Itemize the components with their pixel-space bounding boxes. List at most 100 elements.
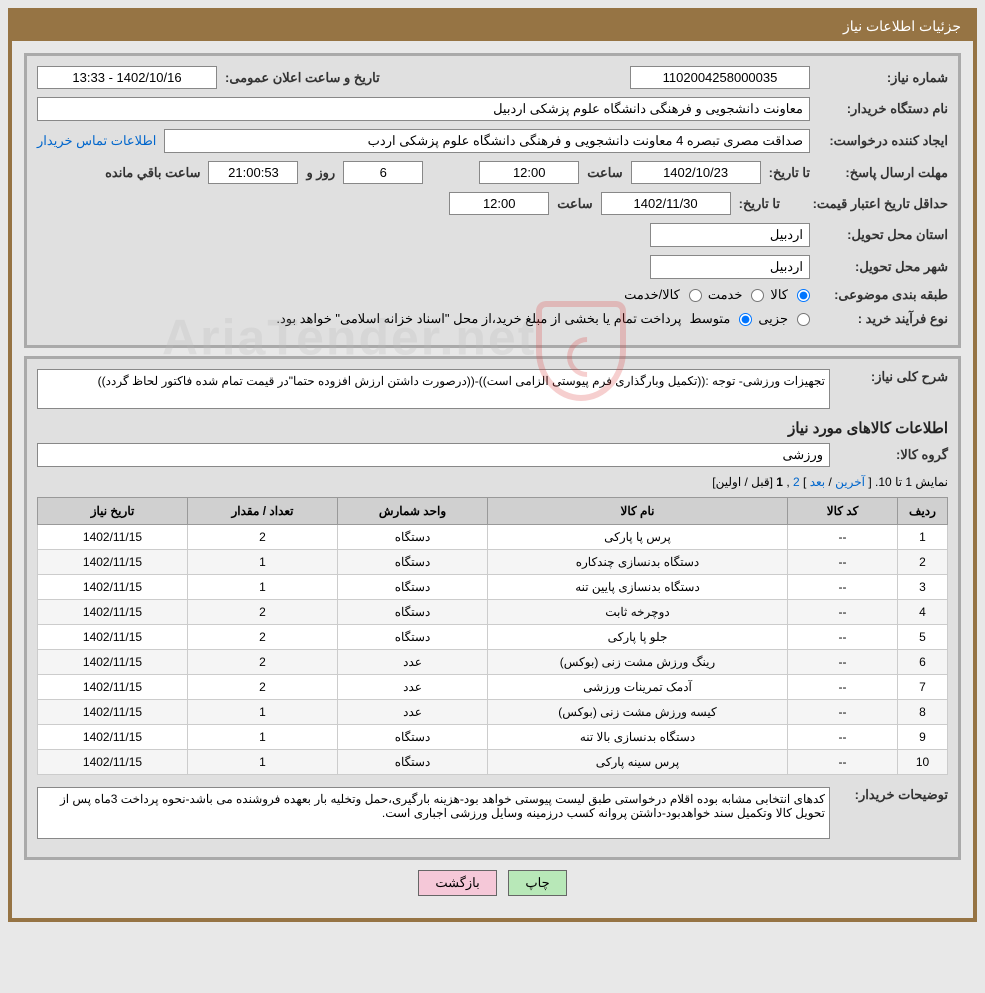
radio-service-label: خدمت — [708, 287, 743, 303]
cell-qty: 1 — [188, 575, 338, 600]
cell-code: -- — [788, 550, 898, 575]
need-no-field: 1102004258000035 — [630, 66, 810, 89]
deadline-time-field: 12:00 — [479, 161, 579, 184]
process-label: نوع فرآیند خرید : — [818, 311, 948, 327]
cell-code: -- — [788, 725, 898, 750]
radio-goods[interactable] — [797, 289, 810, 302]
cell-date: 1402/11/15 — [38, 600, 188, 625]
cell-qty: 1 — [188, 700, 338, 725]
cell-date: 1402/11/15 — [38, 750, 188, 775]
classify-label: طبقه بندی موضوعی: — [818, 287, 948, 303]
announce-field: 1402/10/16 - 13:33 — [37, 66, 217, 89]
table-row: 4--دوچرخه ثابتدستگاه21402/11/15 — [38, 600, 948, 625]
radio-medium[interactable] — [739, 313, 752, 326]
th-unit: واحد شمارش — [338, 498, 488, 525]
time-label-1: ساعت — [587, 165, 622, 181]
time-label-2: ساعت — [557, 196, 592, 212]
pager-last[interactable]: آخرین — [835, 475, 865, 489]
cell-name: پرس سینه پارکی — [488, 750, 788, 775]
group-label: گروه کالا: — [838, 447, 948, 463]
cell-name: رینگ ورزش مشت زنی (بوکس) — [488, 650, 788, 675]
group-field: ورزشی — [37, 443, 830, 467]
pager-p2[interactable]: 2 — [793, 475, 800, 489]
cell-n: 1 — [898, 525, 948, 550]
cell-unit: دستگاه — [338, 625, 488, 650]
table-row: 5--جلو پا پارکیدستگاه21402/11/15 — [38, 625, 948, 650]
creator-field: صداقت مصری تبصره 4 معاونت دانشجویی و فره… — [164, 129, 810, 153]
pager: نمایش 1 تا 10. [ آخرین / بعد ] 2 , 1 [قب… — [37, 475, 948, 489]
back-button[interactable]: بازگشت — [418, 870, 496, 896]
table-row: 10--پرس سینه پارکیدستگاه11402/11/15 — [38, 750, 948, 775]
pager-first: اولین — [716, 475, 742, 489]
remain-label: ساعت باقي مانده — [105, 165, 200, 181]
cell-code: -- — [788, 525, 898, 550]
validity-label: حداقل تاریخ اعتبار قیمت: — [788, 196, 948, 212]
radio-both[interactable] — [689, 289, 702, 302]
cell-date: 1402/11/15 — [38, 625, 188, 650]
cell-n: 9 — [898, 725, 948, 750]
cell-qty: 1 — [188, 550, 338, 575]
cell-n: 7 — [898, 675, 948, 700]
th-name: نام کالا — [488, 498, 788, 525]
cell-name: دستگاه بدنسازی پایین تنه — [488, 575, 788, 600]
cell-unit: دستگاه — [338, 750, 488, 775]
cell-name: پرس پا پارکی — [488, 525, 788, 550]
validity-time-field: 12:00 — [449, 192, 549, 215]
buyer-label: نام دستگاه خریدار: — [818, 101, 948, 117]
cell-date: 1402/11/15 — [38, 650, 188, 675]
cell-n: 4 — [898, 600, 948, 625]
cell-n: 3 — [898, 575, 948, 600]
days-label: روز و — [306, 165, 335, 181]
days-remain-field: 6 — [343, 161, 423, 184]
cell-name: آدمک تمرینات ورزشی — [488, 675, 788, 700]
buyer-field: معاونت دانشجویی و فرهنگی دانشگاه علوم پز… — [37, 97, 810, 121]
cell-n: 8 — [898, 700, 948, 725]
th-qty: تعداد / مقدار — [188, 498, 338, 525]
cell-code: -- — [788, 575, 898, 600]
cell-code: -- — [788, 600, 898, 625]
table-row: 1--پرس پا پارکیدستگاه21402/11/15 — [38, 525, 948, 550]
table-row: 2--دستگاه بدنسازی چندکارهدستگاه11402/11/… — [38, 550, 948, 575]
table-row: 3--دستگاه بدنسازی پایین تنهدستگاه11402/1… — [38, 575, 948, 600]
cell-qty: 2 — [188, 675, 338, 700]
cell-unit: دستگاه — [338, 600, 488, 625]
table-row: 7--آدمک تمرینات ورزشیعدد21402/11/15 — [38, 675, 948, 700]
th-row: ردیف — [898, 498, 948, 525]
cell-unit: دستگاه — [338, 725, 488, 750]
cell-date: 1402/11/15 — [38, 725, 188, 750]
th-code: کد کالا — [788, 498, 898, 525]
form-panel: شماره نیاز: 1102004258000035 تاریخ و ساع… — [24, 53, 961, 348]
cell-code: -- — [788, 625, 898, 650]
cell-code: -- — [788, 650, 898, 675]
general-desc-field — [37, 369, 830, 409]
cell-unit: عدد — [338, 675, 488, 700]
city-field: اردبیل — [650, 255, 810, 279]
pager-p1: 1 — [776, 475, 783, 489]
table-panel: شرح کلی نیاز: اطلاعات کالاهای مورد نیاز … — [24, 356, 961, 860]
to-date-label-2: تا تاریخ: — [739, 196, 780, 212]
radio-partial[interactable] — [797, 313, 810, 326]
radio-service[interactable] — [751, 289, 764, 302]
radio-both-label: کالا/خدمت — [624, 287, 680, 303]
province-field: اردبیل — [650, 223, 810, 247]
deadline-date-field: 1402/10/23 — [631, 161, 761, 184]
cell-unit: عدد — [338, 700, 488, 725]
deadline-label: مهلت ارسال پاسخ: — [818, 165, 948, 181]
cell-code: -- — [788, 700, 898, 725]
pager-next[interactable]: بعد — [810, 475, 825, 489]
buyer-note-field — [37, 787, 830, 839]
buyer-contact-link[interactable]: اطلاعات تماس خریدار — [37, 133, 156, 149]
general-desc-label: شرح کلی نیاز: — [838, 369, 948, 385]
panel-header: جزئیات اطلاعات نیاز — [12, 12, 973, 41]
cell-name: جلو پا پارکی — [488, 625, 788, 650]
radio-partial-label: جزیی — [758, 311, 788, 327]
announce-label: تاریخ و ساعت اعلان عمومی: — [225, 70, 380, 86]
print-button[interactable]: چاپ — [508, 870, 566, 896]
th-date: تاریخ نیاز — [38, 498, 188, 525]
cell-qty: 2 — [188, 600, 338, 625]
cell-date: 1402/11/15 — [38, 550, 188, 575]
cell-n: 5 — [898, 625, 948, 650]
radio-medium-label: متوسط — [689, 311, 730, 327]
cell-n: 6 — [898, 650, 948, 675]
validity-date-field: 1402/11/30 — [601, 192, 731, 215]
